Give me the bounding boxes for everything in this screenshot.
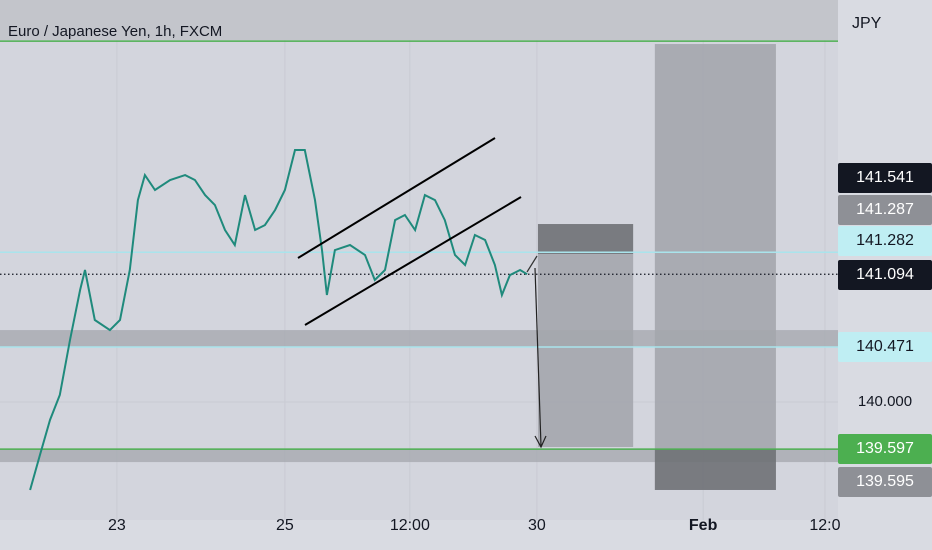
price-label-box (838, 434, 932, 464)
y-tick-label: 140.000 (858, 393, 912, 410)
price-label: 141.541 (856, 169, 914, 186)
price-label: 141.287 (856, 201, 914, 218)
price-label-box (838, 467, 932, 497)
price-label: 141.282 (856, 232, 914, 249)
arrow-head (534, 435, 547, 449)
header-band (0, 0, 838, 40)
price-label: 139.597 (856, 440, 914, 457)
chart-title: Euro / Japanese Yen, 1h, FXCM (8, 23, 222, 40)
x-tick-label: 12:0 (809, 517, 840, 534)
price-label-box (838, 332, 932, 362)
x-tick-label: 12:00 (390, 517, 430, 534)
zone (0, 449, 838, 463)
price-label-box (838, 260, 932, 290)
currency-box (838, 0, 932, 58)
channel-lower (304, 196, 522, 326)
price-label-box (838, 163, 932, 193)
channel-upper (297, 137, 496, 259)
x-tick-label: Feb (689, 517, 718, 534)
position-box (654, 449, 776, 490)
x-tick-label: 25 (276, 517, 294, 534)
price-line (29, 149, 528, 491)
price-label-box (838, 226, 932, 256)
price-label-box (838, 195, 932, 225)
position-box (537, 254, 634, 447)
price-label: 140.471 (856, 338, 914, 355)
position-box (537, 224, 634, 255)
position-box (654, 44, 776, 450)
currency: JPY (852, 15, 882, 32)
arrow-shaft (534, 267, 542, 447)
projection (526, 255, 538, 273)
price-label: 139.595 (856, 473, 914, 490)
x-tick-label: 30 (528, 517, 546, 534)
price-label: 141.094 (856, 266, 914, 283)
time-axis (0, 520, 838, 550)
x-tick-label: 23 (108, 517, 126, 534)
